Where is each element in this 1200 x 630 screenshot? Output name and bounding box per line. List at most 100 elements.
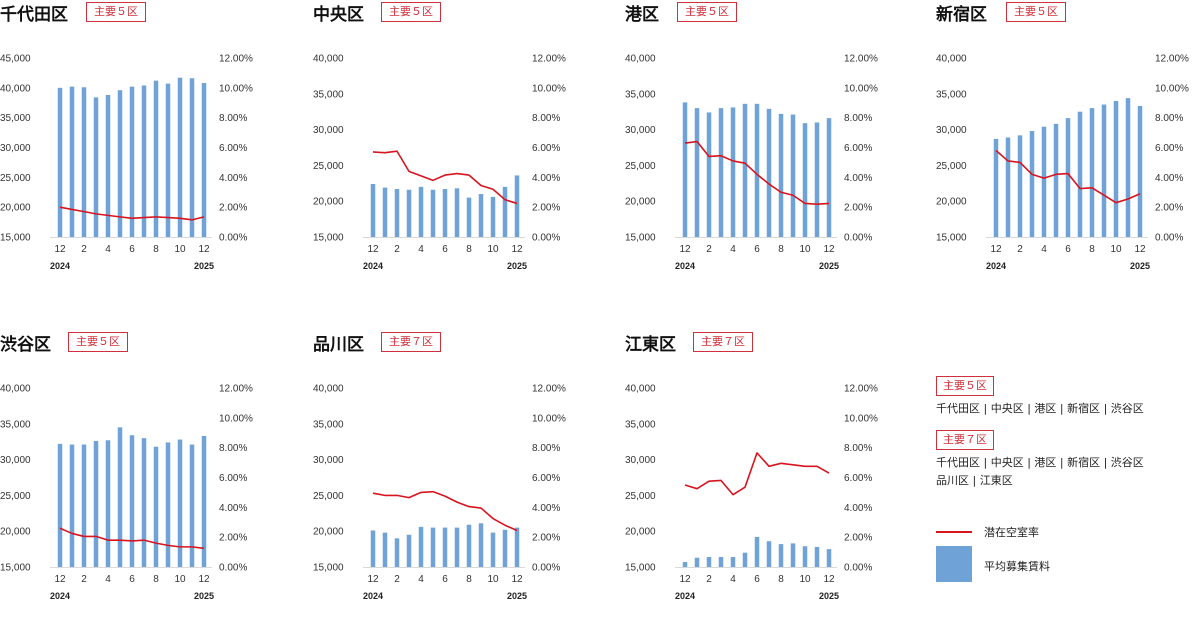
rent-bar (141, 438, 147, 567)
y-tick-label: 30,000 (0, 455, 31, 466)
y2-tick-label: 4.00% (532, 503, 560, 514)
y-tick-label: 40,000 (313, 54, 344, 65)
rent-bar (370, 184, 376, 237)
x-tick-label: 12 (679, 574, 691, 585)
y2-tick-label: 4.00% (1155, 173, 1183, 184)
vacancy-line (59, 527, 205, 550)
y2-tick-label: 8.00% (1155, 113, 1183, 124)
y-tick-label: 20,000 (625, 527, 656, 538)
y2-tick-label: 8.00% (532, 443, 560, 454)
chart-svg: 15,000 20,000 25,000 30,000 35,000 40,000 0.00… (625, 384, 878, 602)
x-tick-label: 6 (1065, 244, 1071, 255)
x-tick-label: 10 (487, 244, 499, 255)
x-tick-label: 8 (1089, 244, 1095, 255)
y-tick-label: 20,000 (0, 203, 31, 214)
ward-title: 千代田区 (0, 5, 68, 25)
y2-tick-label: 6.00% (532, 473, 560, 484)
y-tick-label: 40,000 (0, 384, 31, 395)
x-tick-label: 8 (778, 574, 784, 585)
rent-bar (730, 556, 736, 567)
y2-tick-label: 2.00% (219, 203, 247, 214)
y-tick-label: 40,000 (625, 54, 656, 65)
rent-bar (682, 102, 688, 237)
group5-members: 千代田区 | 中央区 | 港区 | 新宿区 | 渋谷区 (936, 402, 1144, 415)
rent-bar (826, 118, 832, 237)
ward-title: 渋谷区 (0, 335, 51, 355)
rent-bar (69, 444, 75, 567)
y-tick-label: 25,000 (625, 161, 656, 172)
y-tick-label: 40,000 (625, 384, 656, 395)
y2-tick-label: 0.00% (219, 233, 247, 244)
ward-badge: 主要７区 (381, 332, 441, 352)
y2-tick-label: 8.00% (219, 113, 247, 124)
rent-bar (502, 186, 508, 237)
y2-tick-label: 10.00% (532, 83, 566, 94)
y2-tick-label: 10.00% (844, 413, 878, 424)
x-tick-label: 2 (706, 574, 712, 585)
rent-bar (478, 523, 484, 567)
chart-svg: 15,000 20,000 25,000 30,000 35,000 40,000 0.00… (313, 384, 566, 602)
rent-bar (730, 107, 736, 238)
y-tick-label: 35,000 (313, 89, 344, 100)
rent-bar (1137, 105, 1143, 237)
rent-bar (382, 187, 388, 237)
vacancy-line (372, 490, 518, 532)
vacancy-line (372, 150, 518, 205)
y2-tick-label: 0.00% (1155, 233, 1183, 244)
y2-tick-label: 2.00% (532, 203, 560, 214)
rent-bar (430, 527, 436, 567)
vacancy-line (684, 140, 830, 205)
rent-bar (454, 527, 460, 567)
rent-bar (1101, 104, 1107, 237)
x-tick-label: 8 (466, 574, 472, 585)
group7-badge: 主要７区 (936, 430, 994, 450)
rent-bar (442, 189, 448, 237)
ward-badge: 主要５区 (381, 2, 441, 22)
y-tick-label: 15,000 (313, 563, 344, 574)
x-tick-label: 4 (730, 574, 736, 585)
x-tick-label: 8 (466, 244, 472, 255)
chart-svg: 15,000 20,000 25,000 30,000 35,000 40,000 0.00… (625, 54, 878, 272)
y2-tick-label: 12.00% (1155, 54, 1189, 65)
rent-bar (466, 197, 472, 237)
y2-tick-label: 2.00% (532, 533, 560, 544)
y2-tick-label: 0.00% (532, 233, 560, 244)
y-tick-label: 30,000 (625, 125, 656, 136)
x-tick-label: 2 (394, 574, 400, 585)
rent-bar (694, 108, 700, 238)
ward-title: 中央区 (313, 5, 364, 25)
year-end-label: 2025 (819, 591, 839, 601)
x-tick-label: 4 (1041, 244, 1047, 255)
rent-bar (706, 556, 712, 567)
year-end-label: 2025 (1130, 261, 1150, 271)
rent-bar (490, 196, 496, 237)
year-start-label: 2024 (675, 591, 695, 601)
rent-bar (778, 113, 784, 237)
rent-bar (153, 80, 159, 237)
rent-bar (490, 532, 496, 567)
y2-tick-label: 4.00% (844, 173, 872, 184)
group-legend: 主要５区 千代田区 | 中央区 | 港区 | 新宿区 | 渋谷区 主要７区 千代… (936, 376, 1196, 490)
rent-bar (802, 123, 808, 237)
year-start-label: 2024 (50, 591, 70, 601)
legend-bar-key: 平均募集賃料 (936, 546, 1196, 582)
y2-tick-label: 12.00% (219, 384, 253, 395)
y-tick-label: 15,000 (625, 563, 656, 574)
ward-title: 港区 (625, 5, 659, 25)
x-tick-label: 12 (823, 244, 835, 255)
y2-tick-label: 6.00% (532, 143, 560, 154)
rent-bar (406, 189, 412, 237)
y2-tick-label: 2.00% (1155, 203, 1183, 214)
chart-panel-shibuya: 渋谷区 主要５区 15,000 20,000 25,000 30,000 35,000 4… (0, 330, 300, 630)
rent-bar (418, 186, 424, 237)
y-tick-label: 25,000 (0, 173, 31, 184)
ward-badge: 主要５区 (86, 2, 146, 22)
year-start-label: 2024 (986, 261, 1006, 271)
ward-title: 品川区 (313, 335, 364, 355)
y2-tick-label: 10.00% (532, 413, 566, 424)
rent-bar (1125, 98, 1131, 237)
x-tick-label: 10 (487, 574, 499, 585)
y-tick-label: 30,000 (313, 125, 344, 136)
y2-tick-label: 4.00% (219, 173, 247, 184)
rent-bar (189, 444, 195, 567)
